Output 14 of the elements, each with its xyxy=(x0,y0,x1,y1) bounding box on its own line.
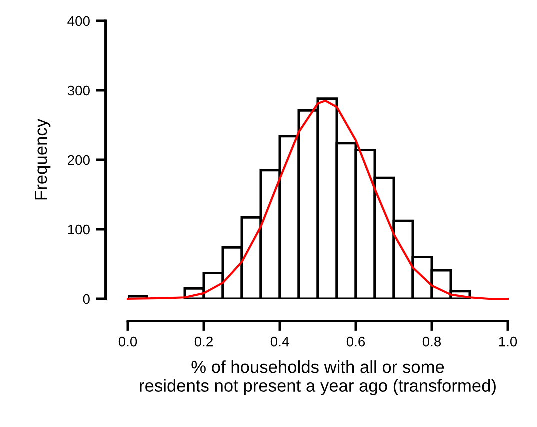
x-tick-label: 0.0 xyxy=(118,336,138,347)
x-tick-label: 0.2 xyxy=(194,336,213,347)
x-tick-label: 0.6 xyxy=(346,336,366,347)
y-tick-label: 0 xyxy=(83,294,90,304)
y-tick-label: 400 xyxy=(68,16,90,26)
y-tick-label: 100 xyxy=(68,224,90,235)
y-axis-title: Frequency xyxy=(35,119,51,200)
x-axis-title: % of households with all or some residents not present a year ago (transformed) xyxy=(140,360,496,396)
x-tick-label: 0.8 xyxy=(422,336,442,347)
x-tick-label: 0.4 xyxy=(270,336,290,347)
y-tick-label: 200 xyxy=(68,155,90,166)
y-tick-label: 300 xyxy=(68,86,90,96)
line-series xyxy=(126,100,510,300)
x-tick-label: 1.0 xyxy=(499,336,518,347)
